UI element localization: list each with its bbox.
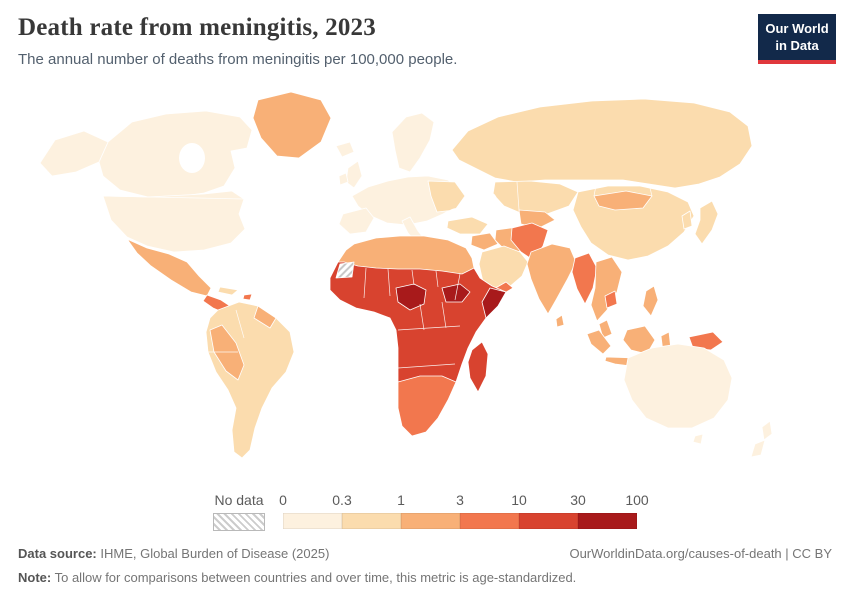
region-mongolia[interactable] [593, 190, 653, 211]
note-text: To allow for comparisons between countri… [54, 570, 577, 586]
region-southern-africa[interactable] [397, 375, 457, 437]
region-iraq-syria[interactable] [470, 232, 499, 251]
region-sumatra[interactable] [586, 329, 612, 355]
no-data-label: No data [214, 492, 264, 508]
logo-line-1: Our World [765, 21, 829, 36]
region-guyanas[interactable] [253, 305, 277, 329]
legend-tick: 30 [570, 492, 586, 508]
region-north-africa[interactable] [337, 235, 475, 275]
region-kazakhstan[interactable] [492, 180, 579, 215]
region-iceland[interactable] [335, 141, 355, 158]
region-sri-lanka[interactable] [555, 314, 565, 328]
caspian-sea [486, 193, 498, 219]
region-western-sahara[interactable] [335, 261, 355, 279]
region-myanmar[interactable] [571, 252, 598, 305]
no-data-swatch[interactable] [213, 513, 265, 531]
legend-tick: 0 [279, 492, 287, 508]
map-legend: No data 0 0.3 1 3 10 30 100 [213, 492, 649, 531]
region-hispaniola[interactable] [242, 293, 253, 301]
chart-header: Death rate from meningitis, 2023 The ann… [18, 14, 836, 68]
region-russia[interactable] [451, 98, 753, 189]
region-new-zealand-north[interactable] [761, 420, 773, 441]
region-south-america[interactable] [205, 301, 295, 459]
region-alaska[interactable] [39, 130, 109, 177]
country-borders [102, 179, 653, 369]
legend-scale: 0 0.3 1 3 10 30 100 [279, 492, 649, 529]
legend-swatch-3[interactable] [460, 513, 519, 529]
region-greenland[interactable] [252, 91, 332, 159]
region-scandinavia[interactable] [391, 112, 435, 173]
chart-footer: Data source: IHME, Global Burden of Dise… [18, 545, 832, 593]
legend-tick: 3 [456, 492, 464, 508]
logo-line-2: in Data [775, 37, 819, 53]
footer-link[interactable]: OurWorldinData.org/causes-of-death | CC … [569, 545, 832, 563]
region-united-kingdom[interactable] [345, 160, 363, 189]
chart-subtitle: The annual number of deaths from meningi… [18, 51, 458, 68]
legend-tick: 1 [397, 492, 405, 508]
region-ireland[interactable] [338, 172, 349, 186]
region-peru-bolivia[interactable] [209, 324, 245, 381]
region-cambodia[interactable] [604, 290, 618, 309]
region-madagascar[interactable] [467, 341, 489, 393]
page-title: Death rate from meningitis, 2023 [18, 14, 376, 41]
region-japan[interactable] [694, 200, 719, 245]
region-india[interactable] [526, 243, 577, 315]
source-label: Data source: [18, 546, 97, 561]
region-philippines[interactable] [642, 285, 659, 317]
region-iberia[interactable] [338, 207, 375, 235]
region-cuba[interactable] [217, 286, 239, 296]
hudson-bay [179, 143, 205, 173]
legend-swatch-5[interactable] [578, 513, 637, 529]
owid-logo[interactable]: Our World in Data [758, 14, 836, 64]
footer-note: Note: To allow for comparisons between c… [18, 569, 832, 587]
data-source: Data source: IHME, Global Burden of Dise… [18, 545, 329, 563]
region-korea[interactable] [681, 210, 693, 230]
legend-tick: 100 [625, 492, 649, 508]
region-tasmania[interactable] [692, 433, 704, 445]
region-canada[interactable] [98, 110, 253, 198]
region-mexico[interactable] [126, 238, 212, 297]
legend-ticks: 0 0.3 1 3 10 30 100 [279, 492, 649, 509]
footer-link-text[interactable]: OurWorldinData.org/causes-of-death | CC … [569, 546, 832, 561]
region-arabia[interactable] [478, 245, 529, 297]
legend-swatch-4[interactable] [519, 513, 578, 529]
region-somalia[interactable] [481, 287, 507, 319]
source-text: IHME, Global Burden of Disease (2025) [100, 546, 330, 561]
region-turkey[interactable] [446, 216, 489, 235]
black-sea [448, 208, 468, 218]
legend-tick: 0.3 [332, 492, 352, 508]
legend-tick: 10 [511, 492, 527, 508]
legend-swatch-1[interactable] [342, 513, 401, 529]
legend-color-bar [283, 513, 637, 529]
legend-swatch-0[interactable] [283, 513, 342, 529]
region-indochina[interactable] [590, 256, 623, 322]
region-central-asia[interactable] [518, 209, 556, 229]
legend-swatch-2[interactable] [401, 513, 460, 529]
region-australia[interactable] [623, 343, 733, 429]
legend-no-data: No data [213, 492, 265, 531]
region-new-zealand-south[interactable] [750, 439, 766, 458]
region-united-states[interactable] [102, 190, 246, 253]
note-label: Note: [18, 570, 52, 586]
